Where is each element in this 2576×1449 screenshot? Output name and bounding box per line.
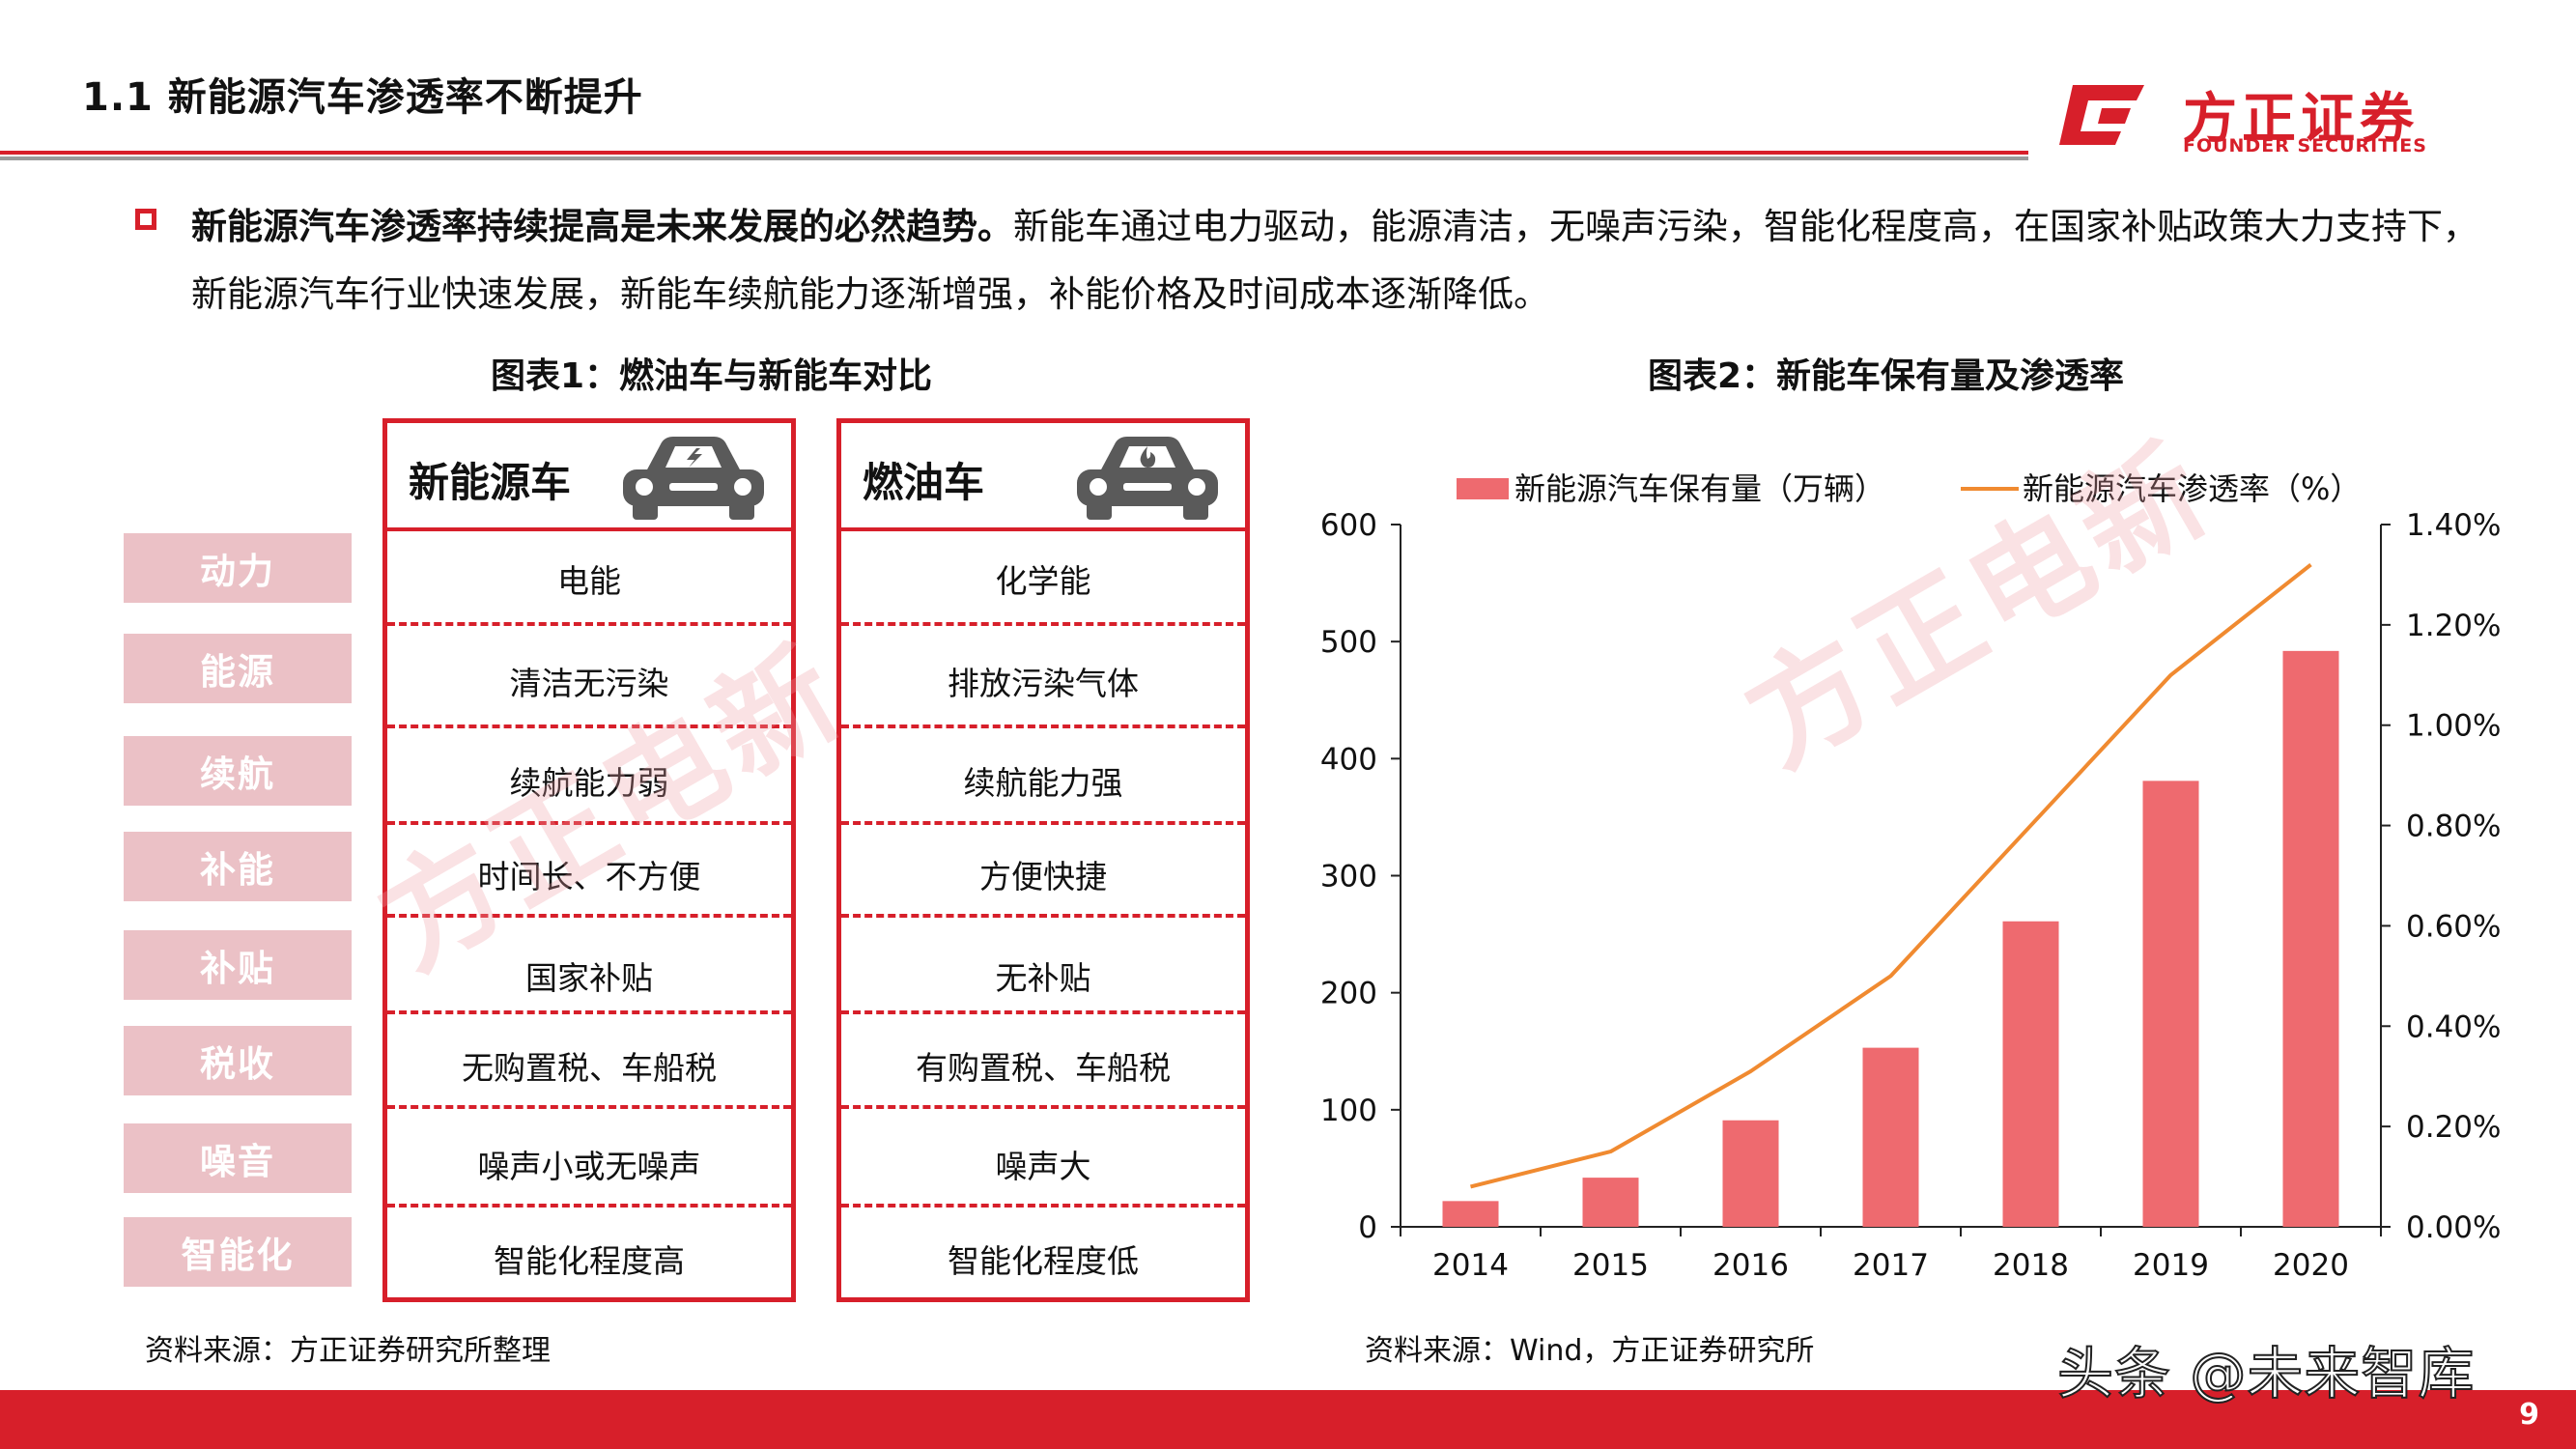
right-tick-label: 1.00%	[2406, 709, 2501, 744]
comparison-cell: 电能	[557, 562, 621, 600]
x-tick-label: 2018	[1993, 1248, 2069, 1283]
legend-bar-label: 新能源汽车保有量（万辆）	[1514, 470, 1885, 507]
comparison-cell: 噪声小或无噪声	[477, 1148, 701, 1185]
comparison-cell: 无购置税、车船税	[462, 1049, 717, 1087]
comparison-cell: 智能化程度低	[948, 1242, 1139, 1280]
comparison-cell: 方便快捷	[979, 858, 1107, 895]
row-label: 补能	[124, 832, 352, 901]
left-tick-label: 500	[1320, 625, 1377, 660]
slide-title: 1.1 新能源汽车渗透率不断提升	[82, 75, 643, 120]
founder-logo-icon	[2059, 85, 2144, 145]
row-divider	[387, 1204, 791, 1208]
penetration-line	[1470, 562, 2312, 1189]
row-divider	[841, 1105, 1245, 1109]
row-label: 续航	[124, 736, 352, 806]
bar	[1722, 1120, 1779, 1227]
legend-line-label: 新能源汽车渗透率（%）	[2023, 470, 2361, 507]
row-label: 动力	[124, 533, 352, 603]
bar	[2142, 781, 2199, 1227]
comparison-cell: 无补贴	[995, 959, 1091, 997]
ev-column: 新能源车 电能清洁无污染续航能力弱时间长、不方便 国家补贴无购置税、车船税 噪声小或…	[382, 418, 796, 1302]
comparison-cell: 噪声大	[995, 1148, 1091, 1185]
electric-car-icon	[623, 437, 764, 520]
left-tick-label: 400	[1320, 742, 1377, 777]
source-handle: 头条 @未来智库	[2056, 1340, 2476, 1407]
row-divider	[387, 1010, 791, 1014]
figure1-caption: 图表1：燃油车与新能车对比	[491, 356, 933, 396]
comparison-cell: 国家补贴	[525, 959, 653, 997]
header-rule	[0, 151, 2028, 160]
x-tick-label: 2020	[2273, 1248, 2349, 1283]
x-tick-label: 2017	[1853, 1248, 1929, 1283]
right-tick-label: 0.00%	[2406, 1210, 2501, 1245]
figure2-caption: 图表2：新能车保有量及渗透率	[1648, 356, 2125, 396]
comparison-cell: 续航能力强	[963, 764, 1123, 802]
ice-title: 燃油车	[863, 459, 985, 506]
comparison-cell: 排放污染气体	[948, 665, 1139, 702]
founder-securities-logo: 方正证券 FOUNDER SECURITIES	[2059, 75, 2484, 162]
row-label: 税收	[124, 1026, 352, 1095]
right-tick-label: 0.20%	[2406, 1110, 2501, 1145]
figure1-source: 资料来源：方正证券研究所整理	[145, 1334, 551, 1368]
row-divider	[841, 1204, 1245, 1208]
footer-bar	[0, 1390, 2576, 1449]
row-divider	[387, 821, 791, 825]
comparison-cell: 智能化程度高	[494, 1242, 685, 1280]
right-tick-label: 1.20%	[2406, 609, 2501, 643]
bar	[2002, 921, 2059, 1227]
row-label: 能源	[124, 634, 352, 703]
row-divider	[387, 622, 791, 626]
x-tick-label: 2014	[1432, 1248, 1509, 1283]
bar	[1862, 1047, 1919, 1227]
comparison-cell: 清洁无污染	[509, 665, 669, 702]
row-label: 噪音	[124, 1123, 352, 1193]
row-divider	[841, 821, 1245, 825]
right-tick-label: 1.40%	[2406, 508, 2501, 543]
left-tick-label: 600	[1320, 508, 1377, 543]
row-label: 补贴	[124, 930, 352, 1000]
ice-header: 燃油车	[841, 423, 1245, 531]
legend-bar-swatch	[1457, 478, 1509, 499]
right-tick-label: 0.40%	[2406, 1009, 2501, 1044]
intro-paragraph: 新能源汽车渗透率持续提高是未来发展的必然趋势。新能车通过电力驱动，能源清洁，无噪…	[191, 193, 2490, 328]
row-divider	[841, 1010, 1245, 1014]
comparison-cell: 有购置税、车船税	[916, 1049, 1171, 1087]
right-tick-label: 0.60%	[2406, 909, 2501, 944]
logo-text-cn: 方正证券	[2183, 88, 2419, 151]
fuel-car-icon	[1077, 437, 1218, 520]
row-label: 智能化	[124, 1217, 352, 1287]
row-divider	[841, 622, 1245, 626]
bar	[2282, 650, 2339, 1227]
row-divider	[841, 914, 1245, 918]
comparison-cell: 续航能力弱	[509, 764, 669, 802]
page-number: 9	[2519, 1398, 2539, 1432]
row-divider	[387, 724, 791, 728]
comparison-cell: 化学能	[995, 562, 1091, 600]
left-tick-label: 100	[1320, 1094, 1377, 1128]
x-tick-label: 2015	[1572, 1248, 1649, 1283]
right-tick-label: 0.80%	[2406, 810, 2501, 844]
ice-column: 燃油车 化学能排放污染气体 续航能力强方便快捷无补贴有购置税、车船税 噪声大智能化程…	[836, 418, 1250, 1302]
row-divider	[841, 724, 1245, 728]
figure2-source: 资料来源：Wind，方正证券研究所	[1365, 1334, 1815, 1368]
intro-text: 新能车通过电力驱动，能源清洁，无噪声污染，智能化程度高，在国家补贴政策大力支持下…	[191, 206, 2478, 315]
x-tick-label: 2016	[1713, 1248, 1789, 1283]
ev-title: 新能源车	[409, 459, 572, 506]
bar	[1582, 1178, 1639, 1227]
left-tick-label: 300	[1320, 860, 1377, 895]
ev-ownership-penetration-chart: 0 100 200 300 400 500 600 0.00% 0.20% 0.40% 0.60% 0…	[1320, 470, 2502, 1283]
row-divider	[387, 1105, 791, 1109]
left-tick-label: 0	[1358, 1210, 1377, 1245]
left-tick-label: 200	[1320, 977, 1377, 1011]
bar	[1442, 1201, 1499, 1227]
x-tick-label: 2019	[2133, 1248, 2209, 1283]
ev-header: 新能源车	[387, 423, 791, 531]
intro-lead: 新能源汽车渗透率持续提高是未来发展的必然趋势。	[191, 206, 1013, 247]
row-divider	[387, 914, 791, 918]
comparison-cell: 时间长、不方便	[477, 858, 701, 895]
logo-text-en: FOUNDER SECURITIES	[2183, 135, 2427, 156]
bullet-square-icon	[135, 209, 156, 230]
